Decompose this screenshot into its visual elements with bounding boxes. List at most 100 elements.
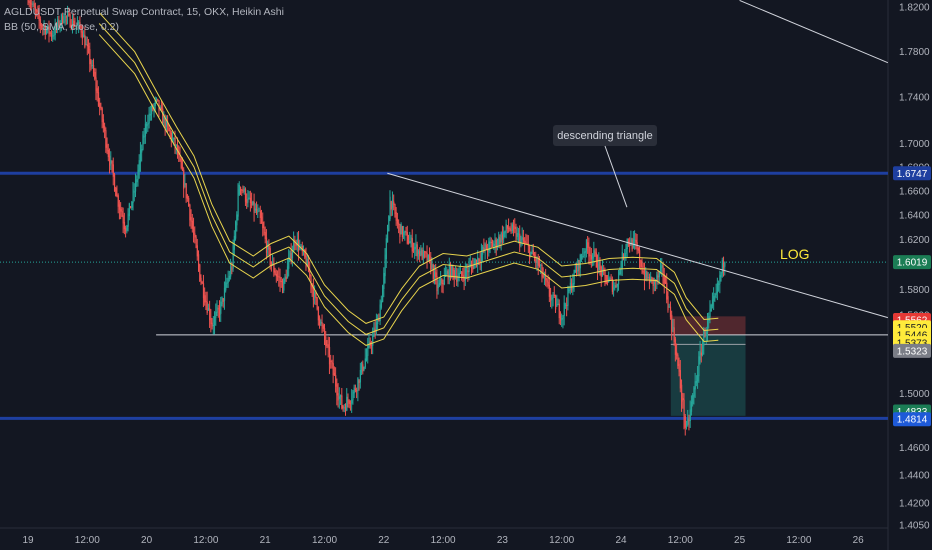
candle-body [450, 266, 452, 279]
candle-body [209, 308, 211, 321]
candle-body [473, 262, 475, 269]
candle-body [36, 9, 38, 12]
candle-body [212, 325, 215, 327]
candle-body [504, 230, 506, 234]
trendline-0[interactable] [387, 172, 888, 319]
candle-body [241, 189, 243, 191]
candle-body [538, 264, 541, 267]
candle-body [380, 300, 383, 308]
candle-body [558, 303, 560, 319]
candle-body [54, 24, 56, 35]
candle-body [674, 339, 677, 355]
candle-body [700, 352, 703, 356]
candle-body [411, 238, 413, 252]
candle-body [289, 251, 291, 261]
time-tick-label: 21 [260, 535, 272, 546]
candle-body [474, 258, 476, 264]
candle-body [64, 15, 66, 22]
candle-body [180, 158, 182, 169]
time-tick-label: 12:00 [786, 535, 811, 546]
candle-body [723, 262, 725, 268]
candle-body [181, 166, 184, 171]
candle-body [74, 25, 76, 27]
price-tick-label: 1.4600 [899, 443, 930, 454]
candle-body [521, 237, 523, 240]
candle-body [184, 182, 186, 185]
candle-body [315, 293, 317, 299]
time-axis[interactable]: 19 12:00 20 12:00 21 12:00 22 12:00 23 12:00 24 12:… [22, 535, 864, 546]
candle-body [621, 251, 623, 269]
price-badge-bg [893, 412, 931, 427]
candle-body [272, 263, 274, 266]
candle-body [232, 245, 234, 269]
candle-body [349, 403, 352, 405]
candle-body [635, 239, 637, 243]
candle-body [273, 263, 275, 273]
candle-body [421, 249, 423, 260]
candle-body [583, 252, 585, 257]
candle-body [417, 250, 420, 254]
candle-body [172, 138, 174, 140]
candle-body [206, 301, 208, 313]
candle-body [217, 308, 219, 310]
price-badge-bg [893, 166, 931, 181]
candle-body [342, 405, 344, 409]
candle-body [403, 231, 405, 235]
candle-body [715, 292, 717, 295]
candle-body [340, 395, 342, 397]
candles [27, 0, 726, 436]
candle-body [683, 399, 685, 421]
candle-body [324, 328, 326, 339]
candle-body [81, 31, 84, 39]
bb-lower-band [98, 34, 719, 346]
candle-body [258, 210, 260, 212]
candle-body [669, 306, 672, 317]
candle-body [300, 245, 302, 248]
candle-body [115, 187, 117, 197]
time-tick-label: 12:00 [312, 535, 337, 546]
callout-descending-triangle[interactable]: descending triangle [553, 125, 657, 208]
candle-body [452, 267, 454, 271]
candle-body [461, 271, 463, 276]
candle-body [585, 240, 588, 252]
candle-body [408, 241, 410, 244]
candle-body [546, 279, 548, 283]
candle-body [348, 400, 350, 404]
candle-body [202, 283, 205, 299]
candle-body [137, 169, 139, 180]
candle-body [194, 233, 196, 238]
candle-body [65, 16, 67, 18]
candle-body [595, 252, 597, 268]
candle-body [637, 248, 639, 251]
candle-body [70, 24, 72, 29]
trendline-1[interactable] [739, 0, 889, 64]
candle-body [385, 238, 387, 259]
candle-body [377, 318, 379, 325]
candle-body [605, 275, 607, 284]
candle-body [169, 129, 171, 134]
candle-body [356, 389, 358, 392]
candle-body [37, 11, 39, 14]
candle-body [120, 208, 122, 212]
candle-body [316, 297, 318, 310]
candle-body [278, 276, 280, 278]
candle-body [389, 196, 391, 220]
candle-body [281, 281, 284, 293]
candle-body [625, 247, 627, 254]
candle-body [305, 255, 307, 268]
candle-body [269, 248, 271, 266]
price-badge-bg [893, 255, 931, 270]
candle-body [336, 384, 338, 396]
candle-body [573, 269, 575, 285]
candle-body [290, 252, 292, 260]
candle-body [144, 123, 147, 137]
candle-body [663, 274, 665, 284]
candle-body [34, 6, 37, 11]
candle-body [242, 189, 244, 193]
candle-body [692, 394, 694, 404]
candle-body [94, 71, 96, 79]
candle-body [632, 238, 635, 248]
candle-body [379, 304, 381, 322]
candle-body [28, 1, 30, 3]
